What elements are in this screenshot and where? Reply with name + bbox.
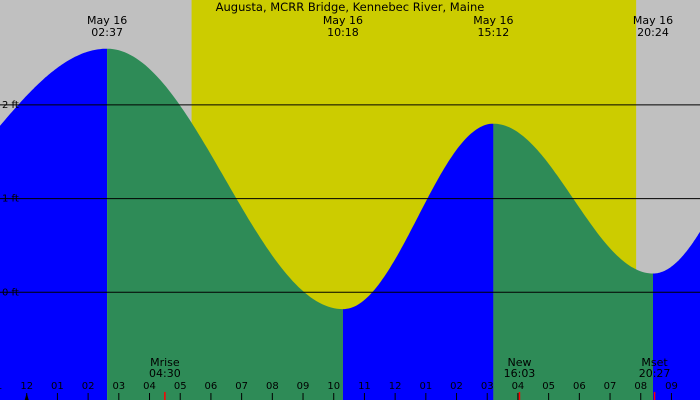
- x-tick-label: 10: [327, 381, 340, 392]
- extreme-date: May 16: [323, 14, 363, 27]
- x-tick-label: 02: [82, 381, 95, 392]
- x-tick-label: 01: [51, 381, 64, 392]
- x-tick-label: 05: [542, 381, 555, 392]
- rising-tide-area: [653, 231, 700, 400]
- x-tick-label: 12: [20, 381, 33, 392]
- x-tick-label: 07: [604, 381, 617, 392]
- rising-tide-area: [0, 48, 108, 400]
- x-tick-label: 05: [174, 381, 187, 392]
- x-tick-label: 01: [0, 381, 2, 392]
- x-tick-label: 02: [450, 381, 463, 392]
- tide-areas: [0, 48, 700, 400]
- event-time: 04:30: [149, 367, 181, 380]
- extreme-date: May 16: [633, 14, 673, 27]
- event-time: 20:27: [639, 367, 671, 380]
- x-tick-label: 11: [358, 381, 371, 392]
- y-tick-label: 2 ft: [2, 100, 19, 111]
- x-tick-label: 04: [143, 381, 156, 392]
- y-tick-label: 0 ft: [2, 287, 19, 298]
- x-tick-label: 06: [205, 381, 218, 392]
- height-gridlines: [0, 104, 700, 293]
- x-tick-label: 07: [235, 381, 248, 392]
- midnight-marker: [24, 393, 29, 400]
- extreme-time: 20:24: [637, 26, 669, 39]
- x-tick-label: 09: [297, 381, 310, 392]
- y-axis-labels: 0 ft 1 ft 2 ft: [2, 100, 19, 298]
- x-tick-label: 08: [634, 381, 647, 392]
- extreme-date: May 16: [473, 14, 513, 27]
- extreme-time: 15:12: [478, 26, 510, 39]
- rising-tide-area: [342, 123, 494, 400]
- y-tick-label: 1 ft: [2, 194, 19, 205]
- falling-tide-area: [493, 123, 653, 400]
- extreme-time: 02:37: [91, 26, 123, 39]
- extreme-date: May 16: [87, 14, 127, 27]
- x-tick-label: 04: [512, 381, 525, 392]
- event-name: New: [507, 356, 531, 369]
- extreme-time: 10:18: [327, 26, 359, 39]
- chart-title: Augusta, MCRR Bridge, Kennebec River, Ma…: [216, 0, 485, 14]
- event-name: Mrise: [150, 356, 180, 369]
- x-tick-label: 03: [481, 381, 494, 392]
- x-tick-label: 08: [266, 381, 279, 392]
- x-tick-label: 09: [665, 381, 678, 392]
- x-tick-label: 03: [112, 381, 125, 392]
- x-tick-label: 12: [389, 381, 402, 392]
- falling-tide-area: [107, 48, 343, 400]
- x-tick-label: 06: [573, 381, 586, 392]
- x-axis-ticks: 01 12 01 02 03 04 05 06 07 08 09 10 11 12 01 02 03 04 05 06…: [0, 381, 678, 400]
- event-time: 16:03: [504, 367, 536, 380]
- event-name: Mset: [641, 356, 668, 369]
- x-tick-label: 01: [419, 381, 432, 392]
